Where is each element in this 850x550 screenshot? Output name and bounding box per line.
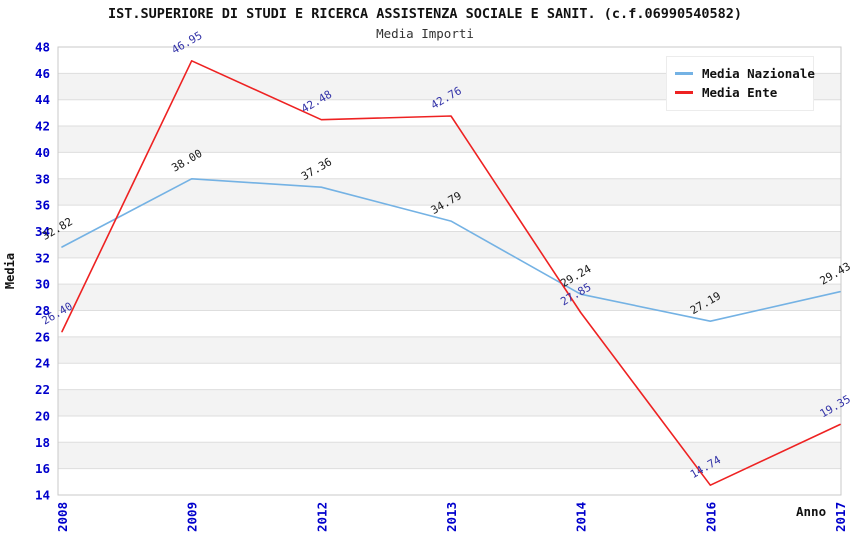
x-tick-label: 2008: [55, 502, 70, 532]
y-tick-label: 30: [35, 277, 50, 292]
y-tick-label: 18: [35, 435, 50, 450]
y-tick-label: 44: [35, 92, 50, 107]
y-tick-label: 22: [35, 382, 50, 397]
y-tick-label: 38: [35, 171, 50, 186]
y-tick-label: 16: [35, 461, 50, 476]
y-axis-title: Media: [3, 252, 17, 290]
y-tick-label: 42: [35, 119, 50, 134]
y-tick-label: 32: [35, 250, 50, 265]
x-tick-label: 2013: [444, 502, 459, 532]
y-tick-label: 20: [35, 408, 50, 423]
grid-band: [58, 178, 841, 206]
plot-border: [57, 46, 842, 496]
x-tick-label: 2012: [314, 502, 329, 532]
grid-band: [58, 442, 841, 469]
grid-band: [58, 284, 841, 311]
y-tick-label: 40: [35, 145, 50, 160]
y-tick-label: 36: [35, 198, 50, 213]
series-line-media-nazionale: [61, 178, 841, 323]
y-tick-label: 14: [35, 488, 50, 503]
x-axis-title: Anno: [796, 504, 827, 519]
grid-band: [58, 126, 841, 153]
legend-item-media-ente: Media Ente: [675, 85, 805, 100]
x-tick-label: 2009: [185, 502, 200, 532]
y-tick-label: 26: [35, 329, 50, 344]
y-tick-label: 48: [35, 40, 50, 55]
media-nazionale-line-swatch-icon: [675, 72, 693, 75]
y-tick-label: 46: [35, 66, 50, 81]
x-tick-label: 2016: [703, 502, 718, 532]
x-tick-label: 2017: [833, 502, 848, 532]
chart-title: IST.SUPERIORE DI STUDI E RICERCA ASSISTE…: [108, 6, 742, 22]
media-ente-line-swatch-icon: [675, 91, 693, 94]
chart-subtitle: Media Importi: [376, 26, 474, 41]
grid-band: [58, 231, 841, 258]
legend-item-media-nazionale: Media Nazionale: [675, 66, 815, 81]
series-line-media-ente: [61, 59, 841, 487]
y-tick-label: 24: [35, 356, 50, 371]
y-tick-label: 34: [35, 224, 50, 239]
x-tick-label: 2014: [574, 502, 589, 532]
data-label: 29.43: [818, 260, 850, 288]
legend: Media Nazionale Media Ente: [666, 56, 815, 111]
grid-band: [58, 336, 841, 364]
legend-label: Media Ente: [702, 85, 778, 100]
y-tick-label: 28: [35, 303, 50, 318]
legend-label: Media Nazionale: [702, 66, 815, 81]
grid-band: [58, 389, 841, 416]
